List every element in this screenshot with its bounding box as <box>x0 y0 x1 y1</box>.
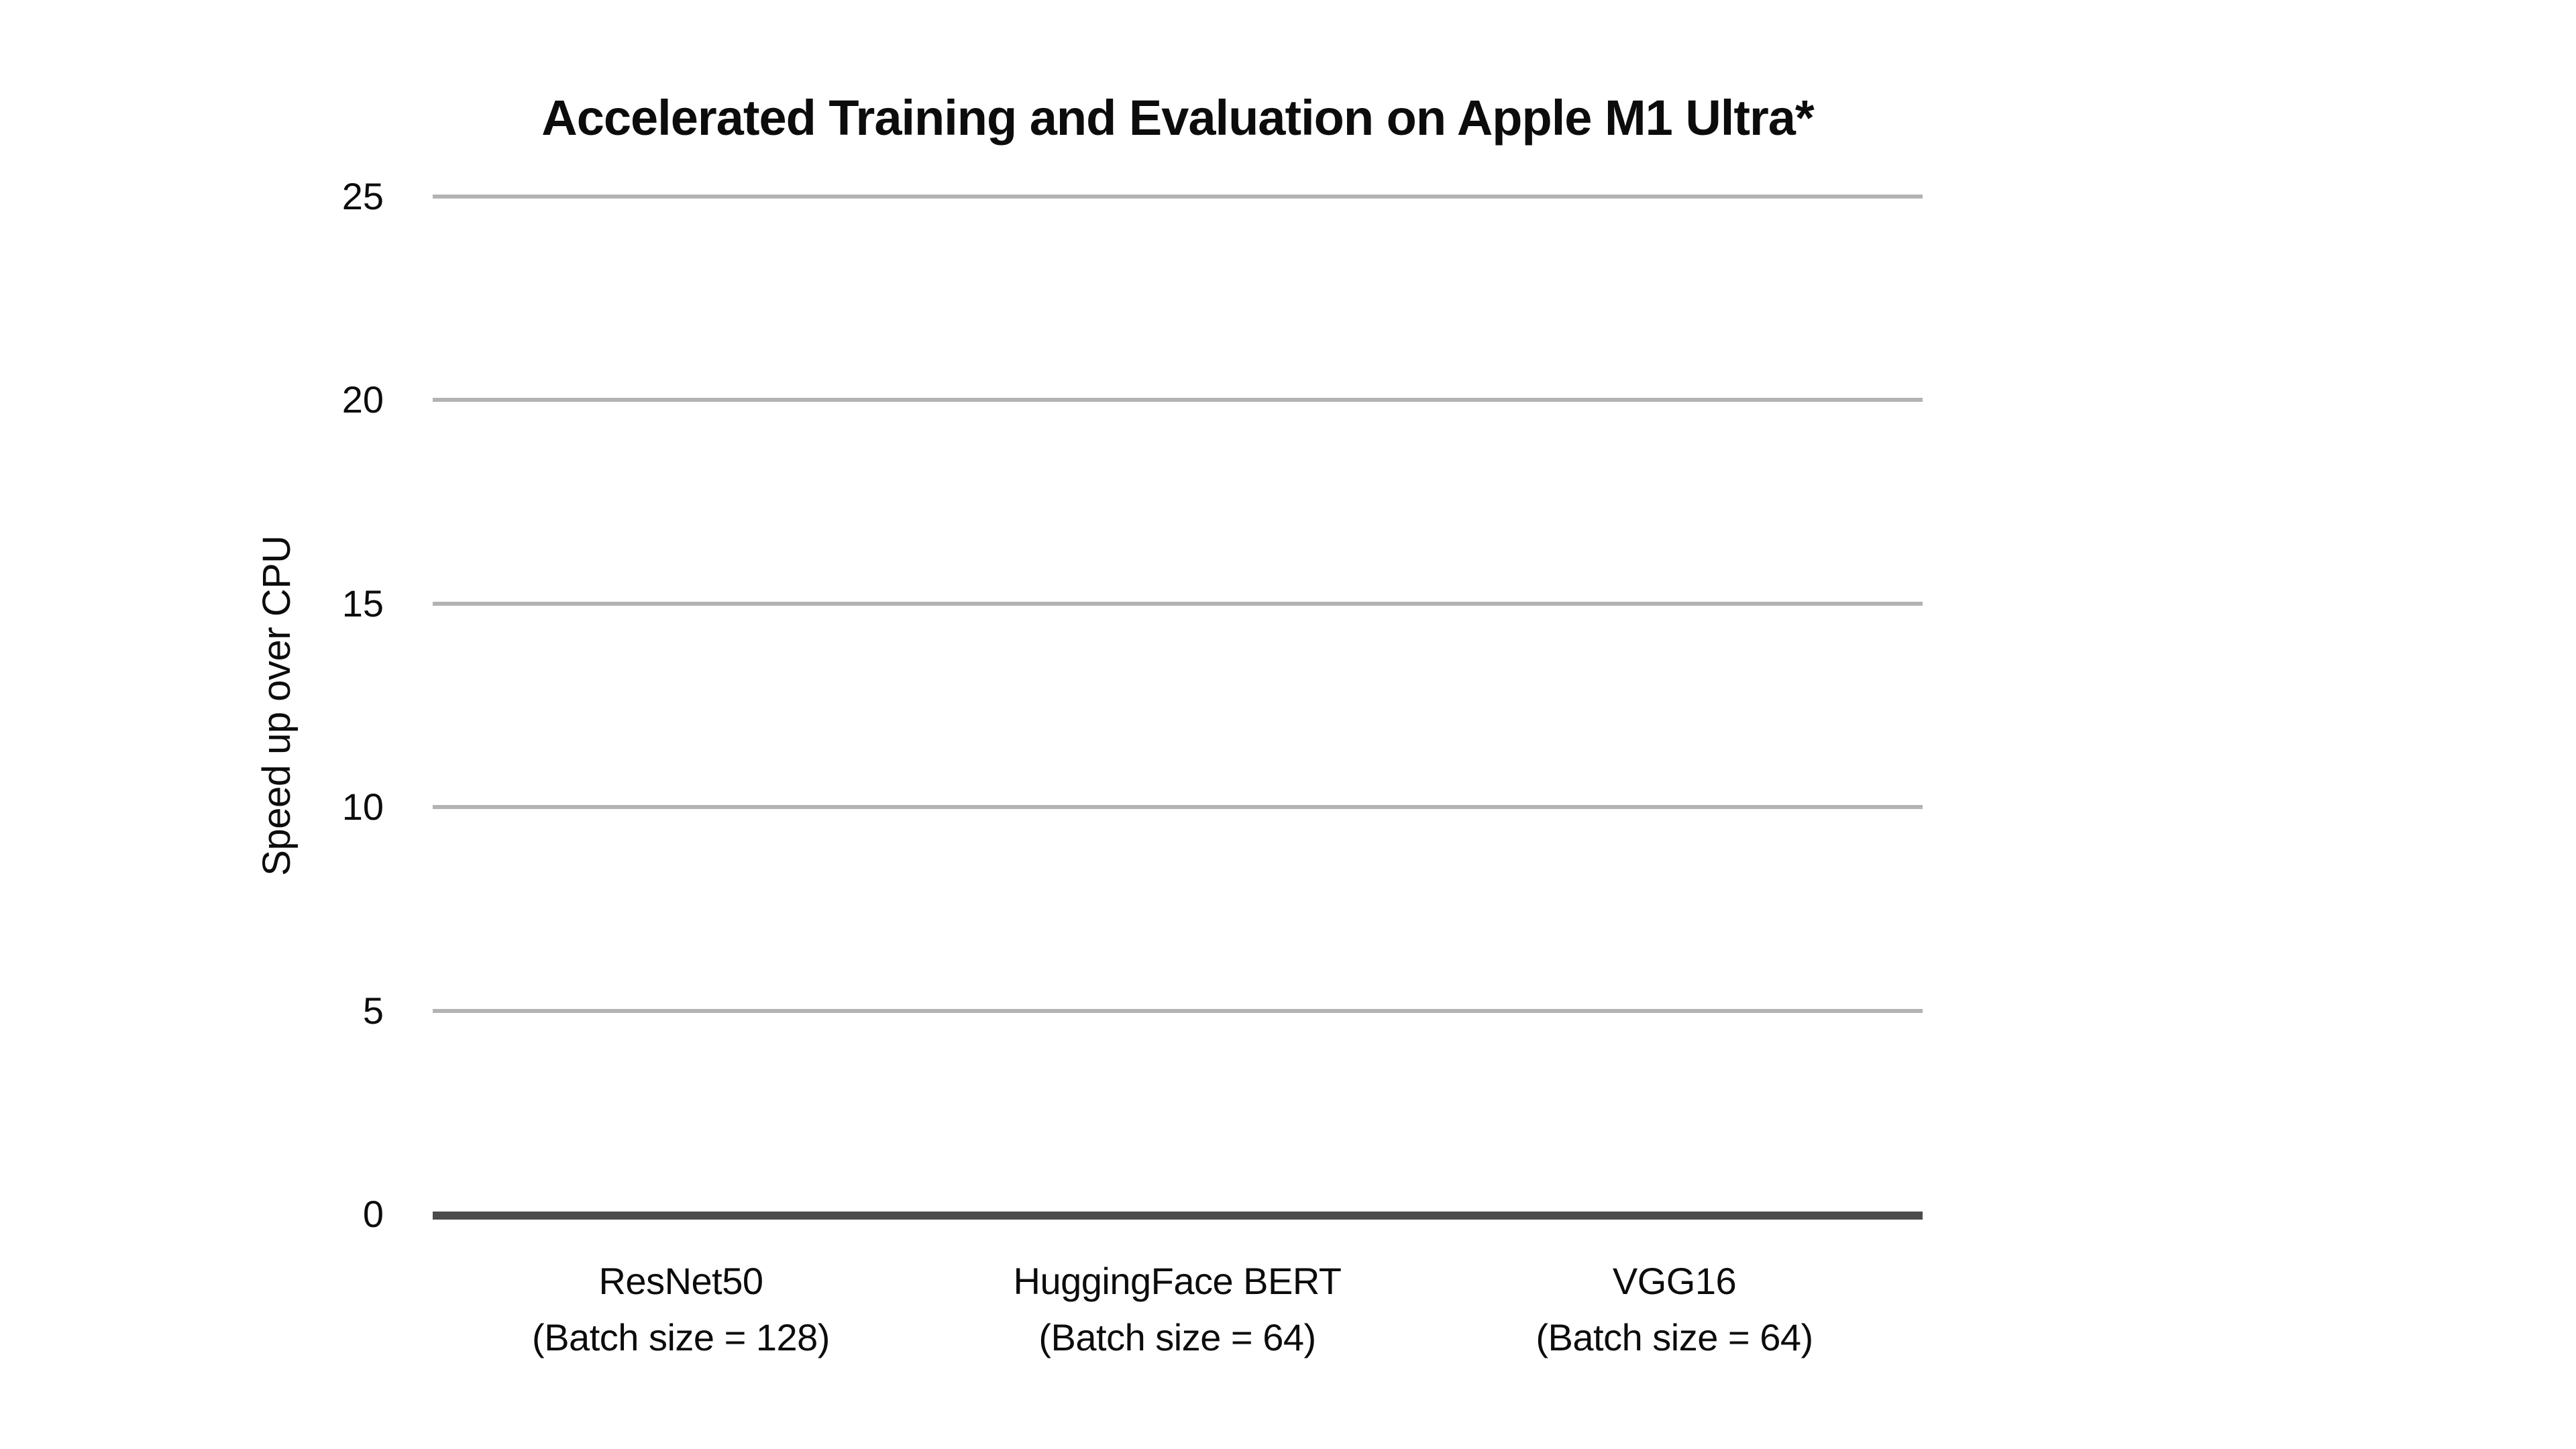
category-name: HuggingFace BERT <box>1013 1260 1342 1302</box>
y-axis-title: Speed up over CPU <box>255 535 299 876</box>
y-tick-label-15: 15 <box>341 582 384 625</box>
x-category-label: HuggingFace BERT (Batch size = 64) <box>808 1253 1546 1366</box>
category-batch: (Batch size = 64) <box>1536 1316 1813 1358</box>
x-category-label: ResNet50 (Batch size = 128) <box>312 1253 1050 1366</box>
y-tick-label-10: 10 <box>341 786 384 828</box>
x-category-label: VGG16 (Batch size = 64) <box>1305 1253 2043 1366</box>
y-tick-label-25: 25 <box>341 175 384 217</box>
category-name: ResNet50 <box>598 1260 763 1302</box>
y-tick-label-0: 0 <box>362 1193 384 1235</box>
chart-title: Accelerated Training and Evaluation on A… <box>541 90 1814 146</box>
gridline-10 <box>433 805 1923 809</box>
category-batch: (Batch size = 128) <box>532 1316 830 1358</box>
x-axis-line <box>433 1212 1923 1220</box>
y-tick-label-5: 5 <box>362 989 384 1032</box>
category-name: VGG16 <box>1612 1260 1737 1302</box>
y-tick-label-20: 20 <box>341 378 384 421</box>
category-batch: (Batch size = 64) <box>1038 1316 1316 1358</box>
gridline-20 <box>433 398 1923 402</box>
gridline-15 <box>433 602 1923 606</box>
gridline-5 <box>433 1009 1923 1013</box>
gridline-25 <box>433 195 1923 199</box>
